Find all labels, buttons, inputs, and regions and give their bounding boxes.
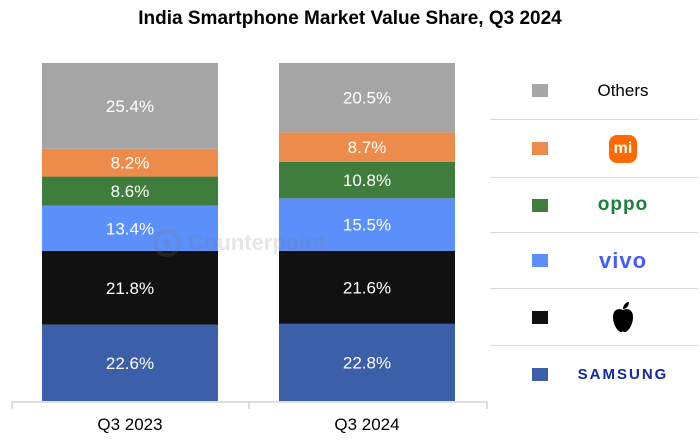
legend-swatch-samsung	[532, 367, 548, 381]
vivo-logo-icon: vivo	[598, 247, 648, 273]
legend-swatch-apple	[532, 310, 548, 324]
legend-item-oppo: oppo	[490, 178, 698, 233]
legend-swatch-xiaomi	[532, 142, 548, 155]
bar-segment-samsung-2	[279, 323, 455, 401]
legend-swatch-oppo	[532, 198, 548, 212]
data-label-mi-1: 8.2%	[111, 154, 150, 173]
bar-segment-others-1	[42, 63, 218, 149]
legend-swatch-vivo	[532, 254, 548, 267]
bar-segment-apple-1	[42, 250, 218, 325]
legend-item-xiaomi: mi	[490, 120, 698, 178]
data-label-oppo-1: 8.6%	[111, 182, 150, 201]
bar-segment-oppo-2	[279, 161, 455, 199]
apple-logo-icon	[613, 302, 633, 332]
x-tick-label-1: Q3 2023	[97, 415, 162, 434]
bar-segment-vivo-1	[42, 205, 218, 251]
mi-logo-icon: mi	[609, 134, 637, 163]
data-label-samsung-2: 22.8%	[343, 353, 391, 372]
data-label-samsung-1: 22.6%	[106, 354, 154, 373]
bar-segment-samsung-1	[42, 324, 218, 401]
data-label-apple-1: 21.8%	[106, 279, 154, 298]
oppo-logo-icon: oppo	[597, 194, 649, 215]
bar-segment-oppo-1	[42, 176, 218, 206]
legend-swatch-others	[532, 84, 548, 97]
data-label-oppo-2: 10.8%	[343, 171, 391, 190]
legend-item-others: Others	[490, 62, 698, 120]
samsung-logo-icon: SAMSUNG	[577, 365, 669, 383]
chart-title: India Smartphone Market Value Share, Q3 …	[138, 8, 562, 29]
bar-segment-mi-2	[279, 132, 455, 162]
data-label-vivo-2: 15.5%	[343, 216, 391, 235]
bar-segment-vivo-2	[279, 198, 455, 251]
data-label-others-2: 20.5%	[343, 89, 391, 108]
x-tick-label-2: Q3 2024	[334, 415, 399, 434]
bar-segment-apple-2	[279, 250, 455, 324]
data-label-others-1: 25.4%	[106, 97, 154, 116]
legend-item-samsung: SAMSUNG	[490, 346, 698, 402]
bar-segment-others-2	[279, 63, 455, 133]
legend-item-apple	[490, 289, 698, 346]
legend-label-others: Others	[597, 80, 649, 100]
data-label-vivo-1: 13.4%	[106, 219, 154, 238]
legend-item-vivo: vivo	[490, 233, 698, 289]
data-label-apple-2: 21.6%	[343, 278, 391, 297]
data-label-mi-2: 8.7%	[348, 138, 387, 157]
bar-segment-mi-1	[42, 148, 218, 177]
